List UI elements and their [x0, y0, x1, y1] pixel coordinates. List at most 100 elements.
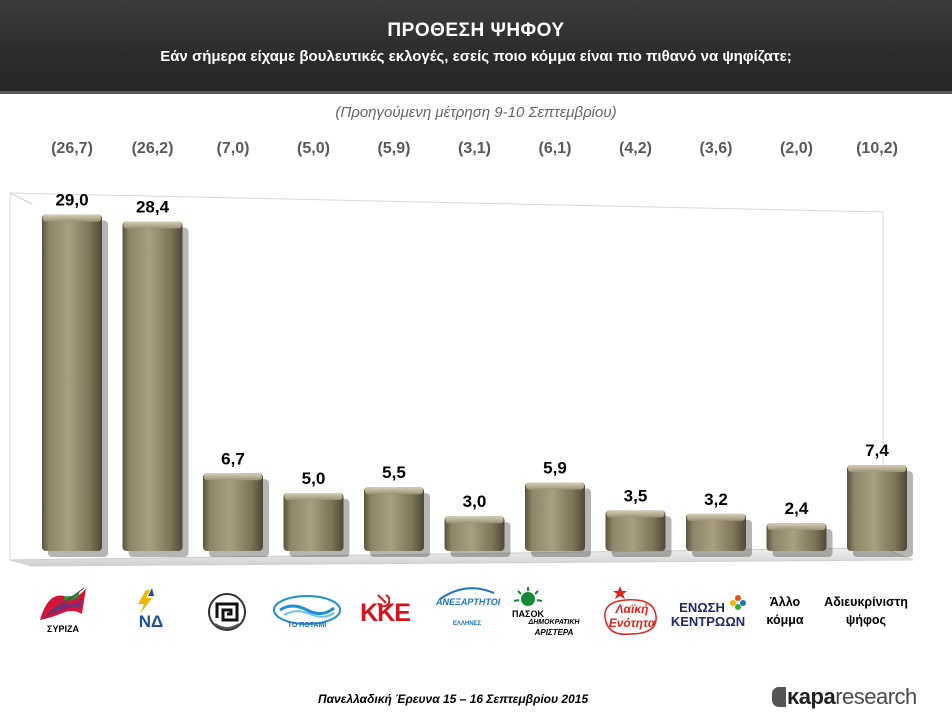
header-banner: ΠΡΟΘΕΣΗ ΨΗΦΟΥ Εάν σήμερα είχαμε βουλευτι… — [0, 0, 952, 94]
plot-frame — [9, 192, 914, 567]
value-label: 5,5 — [382, 463, 406, 482]
logo-kke: ΚΚΕ — [354, 594, 414, 631]
ek-pinwheel-icon — [730, 595, 746, 610]
bar-cap — [526, 482, 584, 490]
kapa-research-logo: κaparesearch — [772, 684, 942, 714]
chart-title: ΠΡΟΘΕΣΗ ΨΗΦΟΥ — [387, 20, 565, 41]
nd-logo-text: ΝΔ — [138, 612, 164, 631]
logo-enosi-kentroon: ΕΝΩΣΗ ΚΕΝΤΡΩΩΝ — [670, 594, 748, 634]
bar-body — [42, 214, 102, 551]
previous-value-label: (26,2) — [132, 140, 174, 157]
bar-body — [525, 482, 585, 551]
bar-cap — [204, 473, 262, 481]
bar-body — [605, 510, 666, 551]
anel-swoosh-icon — [439, 587, 495, 600]
potami-logo-text: ΤΟ ΠΟΤΑΜΙ — [287, 622, 327, 629]
bar-3 — [203, 473, 269, 557]
bar-4 — [283, 493, 350, 557]
brand-text-kapa: κapa — [787, 684, 836, 709]
logo-laiki-enotita: Λαϊκή Ενότητα — [596, 584, 664, 638]
bar-body — [686, 513, 746, 551]
bar-cap — [848, 465, 906, 473]
bar-cap — [123, 221, 182, 229]
previous-value-label: (7,0) — [217, 140, 250, 157]
bar-5 — [364, 487, 430, 557]
value-label: 5,9 — [543, 459, 567, 478]
category-undecided: Αδιευκρίνιστη ψήφος — [824, 595, 908, 627]
previous-value-label: (3,6) — [700, 140, 733, 157]
bar-7 — [525, 482, 591, 557]
nd-torch-icon — [138, 588, 154, 614]
syriza-logo-text: ΣΥΡΙΖΑ — [47, 624, 79, 634]
category-other-party: Άλλο κόμμα — [766, 595, 804, 627]
brand-text-research: research — [835, 684, 917, 709]
logo-pasok: ΠΑΣΟΚ ΔΗΜΟΚΡΑΤΙΚΗ ΑΡΙΣΤΕΡΑ — [508, 585, 586, 639]
bar-2 — [122, 221, 189, 557]
plot-floor — [9, 547, 914, 567]
bar-11 — [847, 465, 913, 557]
kke-logo-text: ΚΚΕ — [360, 599, 411, 627]
logo-syriza: ΣΥΡΙΖΑ — [34, 584, 92, 638]
bar-body — [283, 493, 344, 551]
logo-anel: ΑΝΕΞΑΡΤΗΤΟΙ ΕΛΛΗΝΕΣ — [436, 585, 501, 637]
pasok-logo-text-2: ΔΗΜΟΚΡΑΤΙΚΗ — [528, 619, 580, 626]
value-label: 3,5 — [624, 486, 648, 505]
bar-cap — [445, 516, 504, 524]
golden-dawn-meander-icon — [208, 593, 246, 631]
laiki-logo-text-1: Λαϊκή — [615, 602, 649, 616]
bar-6 — [444, 516, 511, 557]
pasok-logo-text-1: ΠΑΣΟΚ — [512, 609, 544, 619]
value-label: 28,4 — [136, 198, 170, 217]
hammer-sickle-icon — [377, 594, 390, 607]
previous-value-label: (5,9) — [378, 140, 411, 157]
bar-body — [203, 473, 263, 551]
ek-logo-text-2: ΚΕΝΤΡΩΩΝ — [670, 614, 746, 629]
previous-value-label: (4,2) — [619, 140, 652, 157]
bar-cap — [43, 214, 101, 222]
bars-group: 29,0 28,4 6,7 5,0 5,5 3,0 5,9 3,5 3,2 2,4 7,4 — [42, 191, 913, 557]
bar-8 — [605, 510, 672, 557]
bar-cap — [284, 493, 343, 500]
bar-cap — [606, 510, 665, 518]
kapa-mark-icon — [772, 687, 786, 707]
potami-wave-icon — [273, 595, 341, 625]
previous-value-label: (2,0) — [780, 140, 813, 157]
laiki-star-icon — [604, 586, 657, 635]
previous-value-label: (6,1) — [539, 140, 572, 157]
previous-value-label: (3,1) — [458, 140, 491, 157]
ek-logo-text-1: ΕΝΩΣΗ — [679, 600, 725, 615]
bar-9 — [686, 513, 752, 557]
value-label: 5,0 — [302, 469, 326, 488]
chart-subtitle: Εάν σήμερα είχαμε βουλευτικές εκλογές, ε… — [160, 48, 792, 65]
bar-body — [847, 465, 907, 551]
value-label: 3,2 — [704, 490, 728, 509]
previous-measurement-note: (Προηγούμενη μέτρηση 9-10 Σεπτεμβρίου) — [335, 104, 617, 121]
value-label: 2,4 — [785, 499, 809, 518]
bar-cap — [687, 513, 745, 521]
value-label: 3,0 — [463, 492, 487, 511]
previous-values-row: (26,7) (26,2) (7,0) (5,0) (5,9) (3,1) (6,1) (4,… — [51, 140, 898, 157]
pasok-logo-text-3: ΑΡΙΣΤΕΡΑ — [534, 628, 574, 637]
bar-10 — [766, 523, 833, 557]
value-label: 7,4 — [865, 441, 889, 460]
laiki-logo-text-2: Ενότητα — [608, 616, 656, 630]
syriza-flag-icon — [40, 587, 86, 620]
logo-potami: ΤΟ ΠΟΤΑΜΙ — [272, 594, 342, 634]
value-label: 29,0 — [55, 191, 88, 210]
value-label: 6,7 — [221, 449, 245, 468]
anel-logo-text-1: ΑΝΕΞΑΡΤΗΤΟΙ — [436, 597, 501, 607]
pasok-sun-icon — [513, 587, 543, 606]
survey-footer: Πανελλαδική Έρευνα 15 – 16 Σεπτεμβρίου 2… — [318, 692, 589, 706]
previous-value-label: (5,0) — [297, 140, 330, 157]
logo-nd: ΝΔ — [118, 584, 178, 638]
bar-body — [364, 487, 424, 551]
bar-1 — [42, 214, 108, 557]
previous-value-label: (26,7) — [51, 140, 93, 157]
bar-cap — [767, 523, 826, 531]
bar-body — [122, 221, 183, 551]
bar-cap — [365, 487, 423, 495]
bar-body — [444, 516, 505, 551]
anel-logo-text-2: ΕΛΛΗΝΕΣ — [452, 621, 482, 627]
previous-value-label: (10,2) — [856, 140, 898, 157]
